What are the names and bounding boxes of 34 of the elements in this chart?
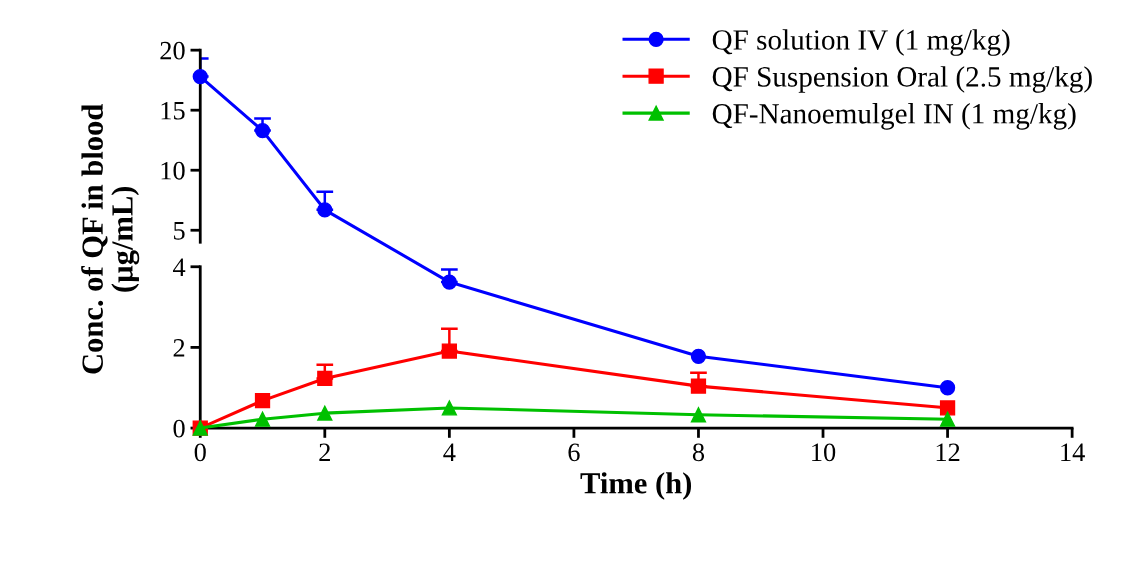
legend-label: QF solution IV (1 mg/kg) [712,29,1010,56]
point [939,380,956,396]
point [690,407,707,423]
point [254,393,271,409]
x-tick-label: 2 [319,443,330,461]
x-tick-label: 8 [692,443,705,462]
point [690,378,707,394]
y-axis-title: Conc. of QF in blood (µg/mL) [81,104,140,374]
point [192,68,208,85]
x-tick-label: 0 [194,443,206,462]
y-tick-label: 15 [161,101,185,120]
point [939,411,956,427]
y-tick-label: 20 [160,41,185,60]
point [254,122,271,139]
y-tick-label: 5 [174,222,185,240]
point [317,405,333,421]
point [939,400,956,416]
y-tick-label: 0 [173,419,185,438]
point [317,370,333,387]
point [441,400,457,416]
legend-label: QF Suspension Oral (2.5 mg/kg) [712,66,1092,93]
point [441,343,457,359]
x-axis-title: Time (h) [580,472,692,500]
x-tick-label: 4 [443,443,456,461]
x-tick-label: 12 [936,443,960,461]
x-tick-label: 10 [812,443,836,462]
y-tick-label: 2 [173,339,185,357]
y-tick-label: 10 [161,161,185,180]
legend-label: QF-Nanoemulgel IN (1 mg/kg) [712,103,1076,130]
y-tick-label: 4 [172,258,186,276]
point [690,348,707,364]
x-tick-label: 14 [1061,443,1085,461]
x-tick-label: 6 [568,443,580,462]
point [254,411,271,427]
